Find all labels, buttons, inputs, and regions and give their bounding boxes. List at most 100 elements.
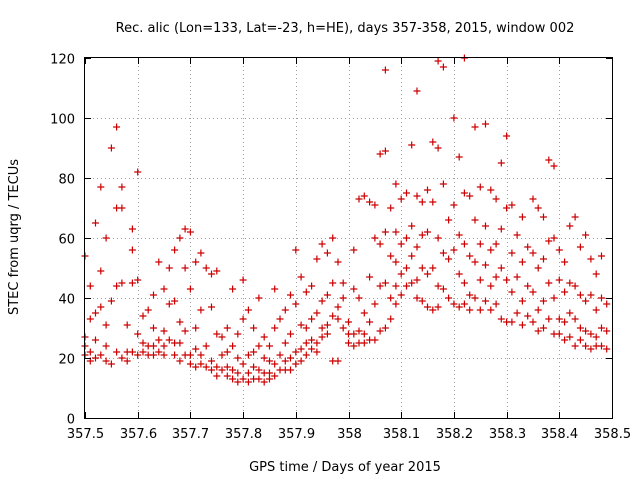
data-point xyxy=(334,315,342,323)
data-point xyxy=(561,258,569,266)
data-point xyxy=(197,249,205,257)
data-point xyxy=(181,264,189,272)
x-tick-label: 357.7 xyxy=(172,427,209,442)
data-point xyxy=(413,243,421,251)
data-point xyxy=(524,312,532,320)
data-point xyxy=(218,333,226,341)
data-point xyxy=(192,324,200,332)
data-point xyxy=(540,324,547,332)
data-point xyxy=(460,279,468,287)
data-point xyxy=(413,276,421,284)
data-point xyxy=(287,291,294,299)
data-point xyxy=(250,348,258,356)
data-point xyxy=(392,228,400,236)
data-point xyxy=(534,204,542,212)
data-point xyxy=(302,351,310,359)
data-point xyxy=(244,369,252,377)
data-point xyxy=(92,354,99,362)
data-point xyxy=(397,291,405,299)
data-point xyxy=(482,120,489,128)
data-point xyxy=(165,336,173,344)
data-point xyxy=(223,348,231,356)
x-tick-label: 358.1 xyxy=(383,427,420,442)
data-point xyxy=(313,255,321,263)
data-point xyxy=(144,306,152,314)
data-point xyxy=(266,375,273,383)
data-point xyxy=(392,282,400,290)
data-point xyxy=(102,342,110,350)
axis-ticks: 357.5 357.6 357.7 357.8 357.9 358 358.1 358.2 35… xyxy=(50,53,631,443)
data-point xyxy=(160,342,168,350)
data-point xyxy=(408,222,416,230)
data-point xyxy=(186,228,194,236)
data-point xyxy=(545,237,553,245)
data-point xyxy=(302,288,310,296)
data-point xyxy=(476,276,484,284)
data-point xyxy=(260,354,268,362)
data-point xyxy=(587,330,595,338)
data-point xyxy=(471,258,479,266)
y-tick-label: 0 xyxy=(67,413,75,428)
data-point xyxy=(571,213,579,221)
data-point xyxy=(566,309,574,317)
y-tick-label: 80 xyxy=(58,173,75,188)
data-point xyxy=(387,252,395,260)
data-point xyxy=(418,231,426,239)
data-point xyxy=(418,198,426,206)
data-point xyxy=(360,339,368,347)
data-point xyxy=(281,339,289,347)
data-point xyxy=(92,219,99,227)
data-point xyxy=(134,330,142,338)
data-point xyxy=(250,324,258,332)
data-point xyxy=(229,285,237,293)
data-point xyxy=(308,345,316,353)
data-point xyxy=(445,294,453,302)
data-point xyxy=(271,360,279,368)
data-point xyxy=(371,300,379,308)
data-point xyxy=(313,348,321,356)
data-point xyxy=(460,189,468,197)
data-point xyxy=(86,315,94,323)
data-point xyxy=(308,282,316,290)
data-point xyxy=(598,324,605,332)
data-point xyxy=(302,324,310,332)
data-point xyxy=(371,336,379,344)
data-point xyxy=(308,315,316,323)
data-point xyxy=(208,303,215,311)
data-point xyxy=(181,225,189,233)
data-point xyxy=(381,66,389,74)
data-point xyxy=(165,300,173,308)
data-point xyxy=(455,303,463,311)
data-point xyxy=(592,333,600,341)
data-point xyxy=(165,264,173,272)
data-point xyxy=(466,306,474,314)
data-point xyxy=(292,300,300,308)
data-point xyxy=(403,189,410,197)
data-point xyxy=(266,369,273,377)
data-point xyxy=(350,285,358,293)
data-point xyxy=(360,192,368,200)
data-point xyxy=(171,351,179,359)
data-point xyxy=(128,279,136,287)
data-point xyxy=(529,318,537,326)
data-point xyxy=(271,285,279,293)
data-point xyxy=(482,297,489,305)
data-point xyxy=(176,234,184,242)
data-point xyxy=(555,330,563,338)
data-point xyxy=(534,306,542,314)
data-point xyxy=(550,234,558,242)
data-point xyxy=(123,321,131,329)
data-point xyxy=(345,339,352,347)
data-point xyxy=(482,261,489,269)
data-point xyxy=(545,279,553,287)
data-point xyxy=(134,168,142,176)
data-point xyxy=(255,294,263,302)
data-point xyxy=(176,357,184,365)
x-tick-label: 358.5 xyxy=(594,427,631,442)
data-point xyxy=(534,327,542,335)
data-point xyxy=(339,294,347,302)
data-point xyxy=(545,315,553,323)
data-point xyxy=(302,339,310,347)
data-point xyxy=(566,222,574,230)
